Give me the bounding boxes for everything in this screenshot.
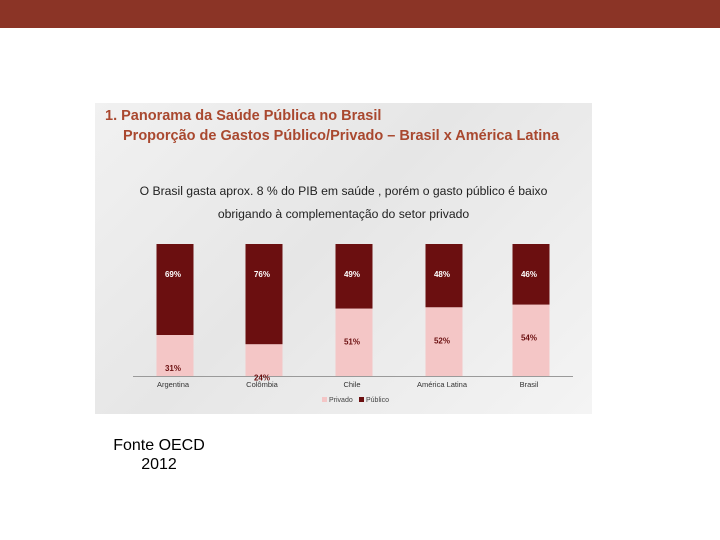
x-tick-label: Argentina	[157, 380, 190, 389]
bar-publico	[245, 244, 283, 345]
legend-swatch-publico	[359, 397, 364, 402]
bar-privado	[245, 344, 283, 376]
stacked-bar-chart: 69% 31% Argentina 76% 24%Colômbia 49% 51% Chile…	[133, 244, 573, 404]
bar-publico	[335, 244, 373, 309]
data-label-privado: 52%	[434, 336, 450, 345]
bar-privado	[512, 304, 550, 376]
source-note: Fonte OECD 2012	[100, 436, 218, 474]
legend-label-publico: Público	[366, 397, 389, 404]
bar-publico	[425, 244, 463, 308]
bar-privado	[425, 307, 463, 376]
x-tick-label: Colômbia	[246, 380, 279, 389]
legend-label-privado: Privado	[329, 397, 353, 404]
data-label-publico: 69%	[165, 270, 181, 279]
bar-publico	[512, 244, 550, 305]
x-tick-label: Brasil	[520, 380, 539, 389]
source-year: 2012	[141, 456, 177, 473]
data-label-privado: 51%	[344, 338, 360, 347]
header-bar	[0, 0, 720, 28]
chart-annotation-2: obrigando à complementação do setor priv…	[217, 207, 470, 221]
data-label-publico: 48%	[434, 270, 450, 279]
bar-privado	[335, 308, 373, 376]
legend-swatch-privado	[322, 397, 327, 402]
source-label: Fonte OECD	[113, 437, 205, 454]
chart-figure: 1. Panorama da Saúde Pública no Brasil P…	[95, 103, 592, 414]
data-label-publico: 46%	[521, 270, 537, 279]
x-tick-label: Chile	[343, 380, 360, 389]
data-label-privado: 24%	[254, 373, 270, 382]
chart-subtitle: Proporção de Gastos Público/Privado – Br…	[123, 128, 560, 144]
chart-title: 1. Panorama da Saúde Pública no Brasil	[105, 108, 382, 124]
chart-annotation-1: O Brasil gasta aprox. 8 % do PIB em saúd…	[139, 184, 548, 198]
data-label-privado: 54%	[521, 334, 537, 343]
bar-publico	[156, 244, 194, 336]
data-label-publico: 49%	[344, 270, 360, 279]
x-tick-label: América Latina	[417, 380, 468, 389]
data-label-privado: 31%	[165, 364, 181, 373]
data-label-publico: 76%	[254, 270, 270, 279]
bar-privado	[156, 335, 194, 376]
